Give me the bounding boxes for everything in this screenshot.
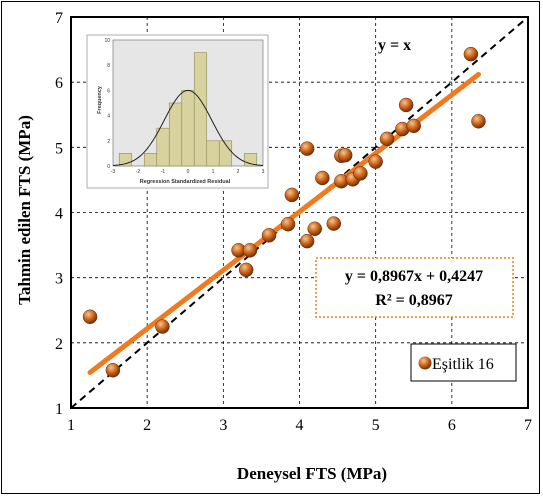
y-tick-label: 7 — [55, 10, 63, 27]
x-tick-label: 6 — [448, 417, 456, 434]
residual-histogram-inset: 0 2 4 6 8 10 -3 -2 -1 0 1 2 3 Frequency Regression … — [86, 34, 269, 189]
data-point — [307, 221, 322, 237]
data-point — [238, 262, 254, 278]
x-tick-label: 5 — [372, 417, 380, 434]
x-tick-label: 3 — [219, 417, 227, 434]
inset-bars — [118, 52, 258, 167]
y-tick-label: 3 — [55, 271, 63, 288]
identity-line-label: y = x — [378, 37, 411, 54]
x-tick-label: 4 — [296, 417, 304, 434]
inset-y-tick-label: 6 — [107, 88, 110, 94]
inset-bar — [143, 153, 158, 167]
inset-x-label: Regression Standardized Residual — [140, 179, 231, 185]
y-tick-labels: 1 2 3 4 5 6 7 — [55, 10, 63, 418]
x-tick-labels: 1 2 3 4 5 6 7 — [67, 417, 532, 434]
equation-text: y = 0,8967x + 0,4247 — [345, 268, 483, 285]
data-point — [463, 46, 479, 62]
inset-x-tick-label: 3 — [262, 169, 265, 175]
inset-bar — [181, 90, 195, 167]
inset-x-tick-label: -1 — [161, 169, 166, 175]
data-point — [299, 233, 315, 249]
y-axis-label: Tahmin edilen FTS (MPa) — [15, 115, 34, 305]
inset-x-tick-label: 1 — [212, 169, 215, 175]
inset-bar — [168, 102, 183, 167]
inset-bar — [156, 127, 170, 167]
x-axis-label: Deneysel FTS (MPa) — [237, 464, 387, 483]
data-point — [261, 228, 277, 243]
data-point — [299, 141, 315, 156]
data-point — [242, 243, 258, 258]
inset-normal-curve — [112, 89, 264, 166]
x-tick-label: 2 — [143, 417, 151, 434]
data-point — [280, 216, 296, 232]
inset-x-tick-label: 0 — [187, 169, 190, 175]
data-point — [315, 170, 330, 186]
data-points — [82, 46, 486, 378]
inset-y-label: Frequency — [97, 85, 103, 114]
inset-x-tick-label: -2 — [136, 169, 141, 175]
data-point — [337, 147, 353, 163]
x-tick-label: 1 — [67, 417, 75, 434]
inset-x-tick-label: -3 — [111, 169, 116, 175]
data-point — [105, 362, 121, 378]
legend-label: Eşitlik 16 — [432, 356, 494, 373]
inset-y-tick-label: 2 — [107, 139, 110, 145]
equation-box: y = 0,8967x + 0,4247 R² = 0,8967 — [315, 257, 514, 318]
data-point — [379, 131, 395, 147]
inset-bar — [218, 140, 233, 167]
inset-y-ticks: 0 2 4 6 8 10 — [104, 38, 110, 170]
legend-marker — [418, 356, 432, 370]
data-point — [368, 154, 383, 169]
data-point — [353, 166, 368, 181]
y-tick-label: 4 — [55, 206, 63, 223]
inset-bar — [206, 140, 220, 167]
data-point — [471, 114, 486, 129]
data-point — [82, 309, 98, 325]
r2-text: R² = 0,8967 — [375, 292, 452, 309]
inset-y-tick-label: 8 — [107, 63, 110, 69]
data-point — [326, 216, 342, 231]
y-tick-label: 5 — [55, 140, 63, 157]
legend: Eşitlik 16 — [410, 343, 517, 382]
y-tick-label: 6 — [55, 75, 63, 92]
inset-bar — [193, 52, 208, 167]
x-tick-label: 7 — [524, 417, 532, 434]
data-point — [398, 97, 414, 113]
data-point — [406, 118, 421, 134]
data-point — [284, 187, 300, 203]
inset-x-ticks: -3 -2 -1 0 1 2 3 — [111, 169, 265, 175]
inset-y-tick-label: 10 — [104, 38, 110, 44]
inset-y-tick-label: 0 — [107, 164, 110, 170]
y-tick-label: 2 — [55, 336, 63, 353]
inset-y-tick-label: 4 — [107, 114, 110, 120]
inset-x-tick-label: 2 — [237, 169, 240, 175]
data-point — [155, 319, 170, 334]
y-tick-label: 1 — [55, 401, 63, 418]
plot-border — [70, 16, 529, 409]
